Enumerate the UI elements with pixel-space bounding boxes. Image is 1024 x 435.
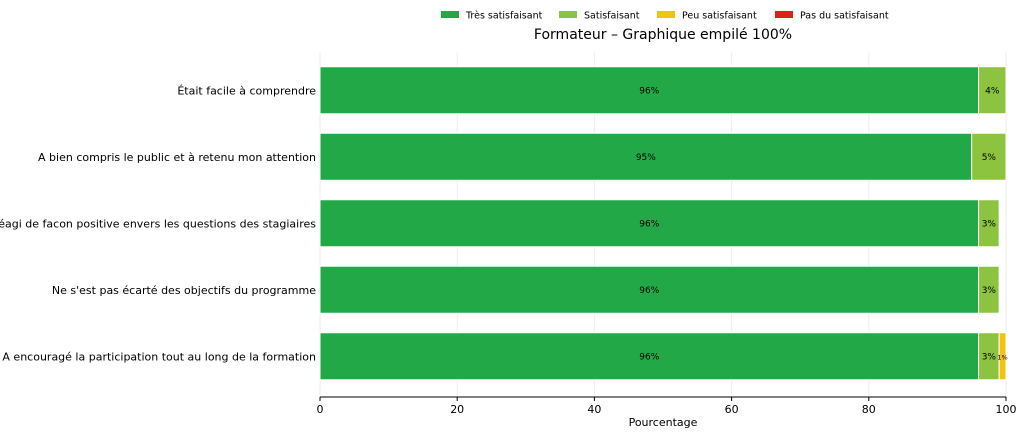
bar-segment <box>319 66 980 115</box>
legend-swatch <box>441 11 459 18</box>
bars: 96% 4%95% 5%96% 3%96% 3%96% 3% 1% <box>319 66 1008 381</box>
bar-value-label: 95% <box>636 153 656 163</box>
x-tick-label: 100 <box>996 403 1017 416</box>
bar-value-label: 96% <box>639 86 659 96</box>
bar-value-label: 1% <box>997 353 1007 361</box>
category-label: Ne s'est pas écarté des objectifs du pro… <box>52 284 316 297</box>
legend-swatch <box>657 11 675 18</box>
legend-label: Pas du satisfaisant <box>800 11 889 22</box>
bar-segment <box>978 199 1000 248</box>
bar-value-label: 96% <box>639 286 659 296</box>
bar-segment <box>971 132 1007 181</box>
bar-segment <box>978 66 1007 115</box>
bar-segment <box>319 332 980 381</box>
bar-segment <box>998 332 1007 381</box>
legend: Très satisfaisant Satisfaisant Peu satisfa… <box>441 11 889 22</box>
bar-value-label: 3% <box>982 219 997 229</box>
legend-swatch <box>775 11 793 18</box>
bar-value-label: 96% <box>639 219 659 229</box>
bar-value-label: 4% <box>985 86 1000 96</box>
x-tick-label: 20 <box>450 403 464 416</box>
bar-segment <box>978 265 1000 314</box>
bar-value-label: 3% <box>982 286 997 296</box>
x-tick-label: 80 <box>862 403 876 416</box>
bar-value-label: 3% <box>982 352 997 362</box>
x-axis-label: Pourcentage <box>629 416 698 429</box>
bar-value-label: 5% <box>982 153 997 163</box>
legend-label: Peu satisfaisant <box>682 11 757 22</box>
legend-swatch <box>559 11 577 18</box>
category-label: A réagi de facon positive envers les que… <box>0 217 316 230</box>
bar-value-label: 96% <box>639 352 659 362</box>
bar-segment <box>319 199 980 248</box>
bar-segment <box>319 265 980 314</box>
x-tick-label: 60 <box>725 403 739 416</box>
x-tick-label: 0 <box>317 403 324 416</box>
chart-title: Formateur – Graphique empilé 100% <box>534 27 792 43</box>
x-axis: 0 20 40 60 80 100 <box>317 396 1017 416</box>
legend-label: Satisfaisant <box>584 11 640 22</box>
legend-label: Très satisfaisant <box>465 11 543 22</box>
category-label: A bien compris le public et à retenu mon… <box>38 151 316 164</box>
category-labels: Était facile à comprendre A bien compris … <box>0 84 316 363</box>
category-label: Était facile à comprendre <box>177 84 316 97</box>
x-tick-label: 40 <box>587 403 601 416</box>
category-label: A encouragé la participation tout au lon… <box>2 350 316 363</box>
